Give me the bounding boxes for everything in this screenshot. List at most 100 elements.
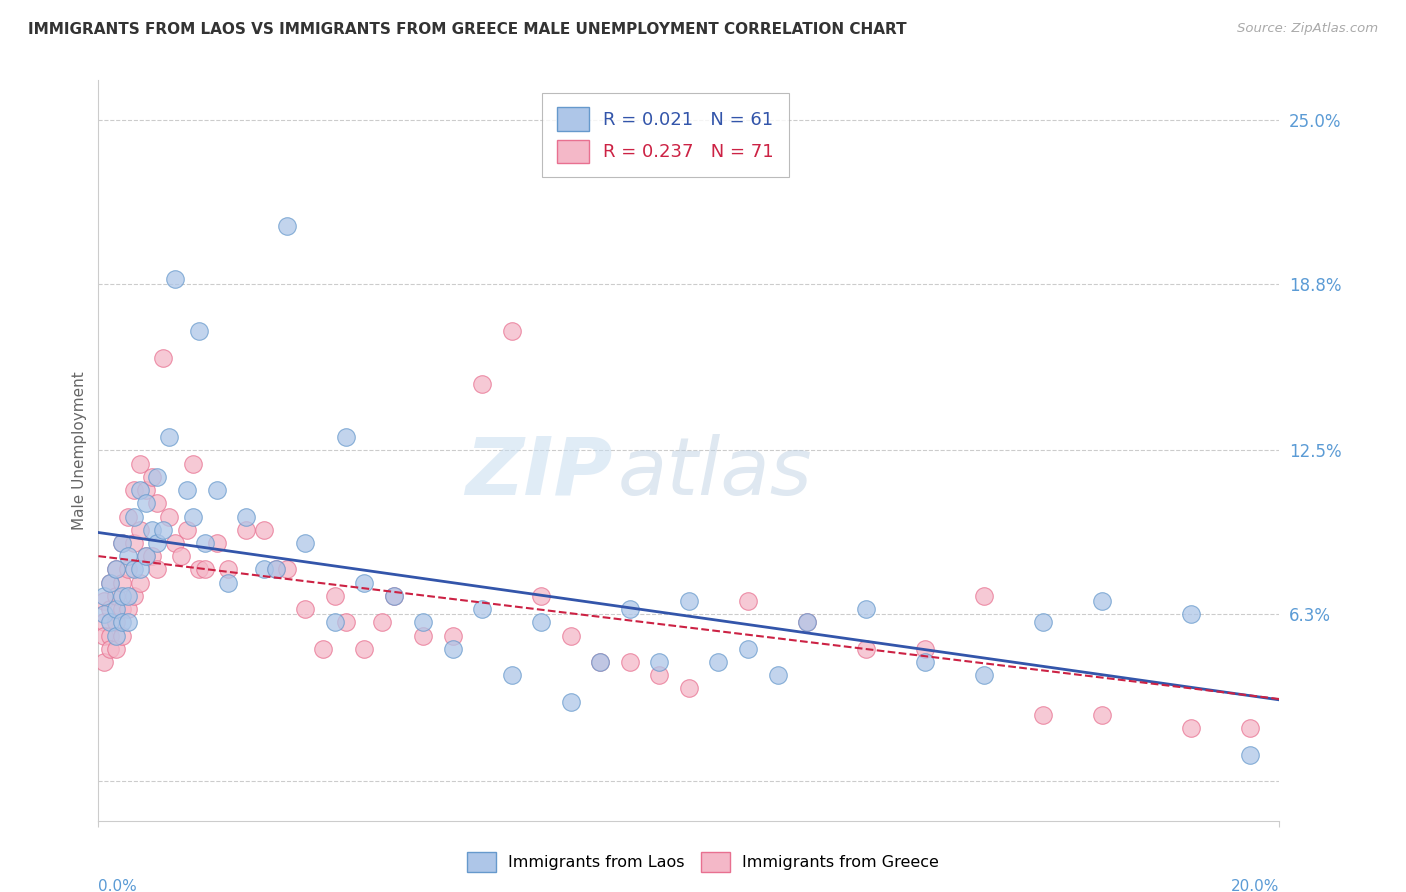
Text: 0.0%: 0.0% [98,879,138,892]
Point [217,575,239,590]
Y-axis label: Male Unemployment: Male Unemployment [72,371,87,530]
Text: atlas: atlas [619,434,813,512]
Point [501,668,523,682]
Point [135,549,157,564]
Point [122,589,145,603]
Point [353,575,375,590]
Point [382,589,405,603]
Point [973,589,995,603]
Point [117,589,139,603]
Point [105,562,128,576]
Point [128,483,150,497]
Point [253,523,276,537]
Point [93,655,115,669]
Point [111,602,134,616]
Point [111,536,134,550]
Point [1180,607,1202,622]
Point [323,589,346,603]
Point [194,536,217,550]
Point [135,496,157,510]
Point [855,641,877,656]
Point [253,562,276,576]
Point [619,655,641,669]
Point [152,523,174,537]
Point [117,509,139,524]
Point [111,575,134,590]
Point [157,509,180,524]
Point [111,629,134,643]
Point [678,594,700,608]
Point [530,589,553,603]
Point [146,470,169,484]
Point [796,615,818,630]
Point [152,351,174,365]
Point [205,483,228,497]
Point [382,589,405,603]
Point [98,575,121,590]
Point [105,629,128,643]
Point [205,536,228,550]
Point [176,483,198,497]
Point [235,509,257,524]
Point [412,629,434,643]
Point [122,509,145,524]
Point [135,549,157,564]
Point [93,615,115,630]
Point [766,668,789,682]
Point [264,562,287,576]
Point [371,615,394,630]
Point [98,641,121,656]
Point [217,562,239,576]
Text: IMMIGRANTS FROM LAOS VS IMMIGRANTS FROM GREECE MALE UNEMPLOYMENT CORRELATION CHA: IMMIGRANTS FROM LAOS VS IMMIGRANTS FROM … [28,22,907,37]
Point [170,549,193,564]
Point [122,562,145,576]
Point [276,219,298,233]
Point [471,377,494,392]
Point [98,602,121,616]
Point [194,562,217,576]
Text: 20.0%: 20.0% [1232,879,1279,892]
Point [855,602,877,616]
Point [1032,615,1054,630]
Point [93,589,115,603]
Point [235,523,257,537]
Point [264,562,287,576]
Point [105,602,128,616]
Point [530,615,553,630]
Point [157,430,180,444]
Point [128,562,150,576]
Point [98,575,121,590]
Point [412,615,434,630]
Point [619,602,641,616]
Point [648,668,671,682]
Point [1239,721,1261,735]
Point [1032,707,1054,722]
Legend: R = 0.021   N = 61, R = 0.237   N = 71: R = 0.021 N = 61, R = 0.237 N = 71 [543,93,789,178]
Point [737,594,759,608]
Point [353,641,375,656]
Point [117,549,139,564]
Point [323,615,346,630]
Point [973,668,995,682]
Point [165,271,187,285]
Point [560,629,582,643]
Point [146,562,169,576]
Point [141,523,163,537]
Point [560,695,582,709]
Point [1091,707,1114,722]
Point [335,615,357,630]
Point [1239,747,1261,762]
Point [141,470,163,484]
Point [1091,594,1114,608]
Point [165,536,187,550]
Point [181,457,204,471]
Point [105,641,128,656]
Point [128,575,150,590]
Point [589,655,612,669]
Point [914,655,936,669]
Point [796,615,818,630]
Point [128,523,150,537]
Point [312,641,335,656]
Point [176,523,198,537]
Point [105,615,128,630]
